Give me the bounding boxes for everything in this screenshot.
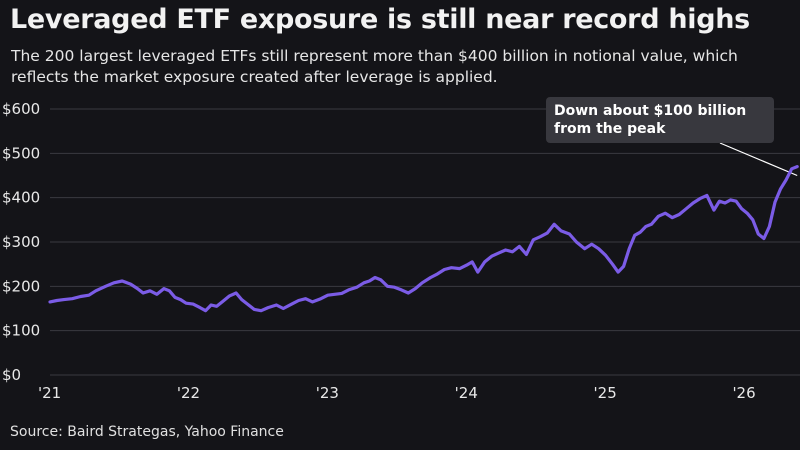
y-tick-label: $0 (2, 366, 21, 384)
y-tick-label: $300 (2, 233, 40, 251)
x-tick-label: '24 (455, 384, 478, 402)
subtitle-line-1: The 200 largest leveraged ETFs still rep… (11, 47, 738, 65)
x-tick-label: '22 (177, 384, 200, 402)
series-line (48, 165, 799, 313)
gridlines (50, 108, 800, 376)
y-tick-label: $200 (2, 277, 40, 295)
x-tick-label: '26 (732, 384, 755, 402)
source-note: Source: Baird Strategas, Yahoo Finance (10, 424, 284, 440)
y-tick-label: $100 (2, 322, 40, 340)
chart-subtitle: The 200 largest leveraged ETFs still rep… (11, 46, 800, 88)
annotation-callout: Down about $100 billion from the peak (546, 97, 774, 143)
subtitle-line-2: reflects the market exposure created aft… (11, 68, 498, 86)
y-tick-label: $400 (2, 189, 40, 207)
chart-title: Leveraged ETF exposure is still near rec… (10, 4, 750, 35)
callout-line-1: Down about $100 billion (554, 103, 747, 119)
y-tick-label: $500 (2, 144, 40, 162)
callout-line-2: from the peak (554, 121, 666, 137)
y-tick-label: $600 (2, 100, 40, 118)
x-axis-ticks: '21 '22 '23 '24 '25 '26 (38, 384, 756, 402)
y-axis-ticks: $0 $100 $200 $300 $400 $500 $600 (2, 100, 40, 384)
x-tick-label: '25 (594, 384, 617, 402)
callout-leader-line (719, 142, 798, 177)
x-tick-label: '21 (38, 384, 61, 402)
x-tick-label: '23 (316, 384, 339, 402)
